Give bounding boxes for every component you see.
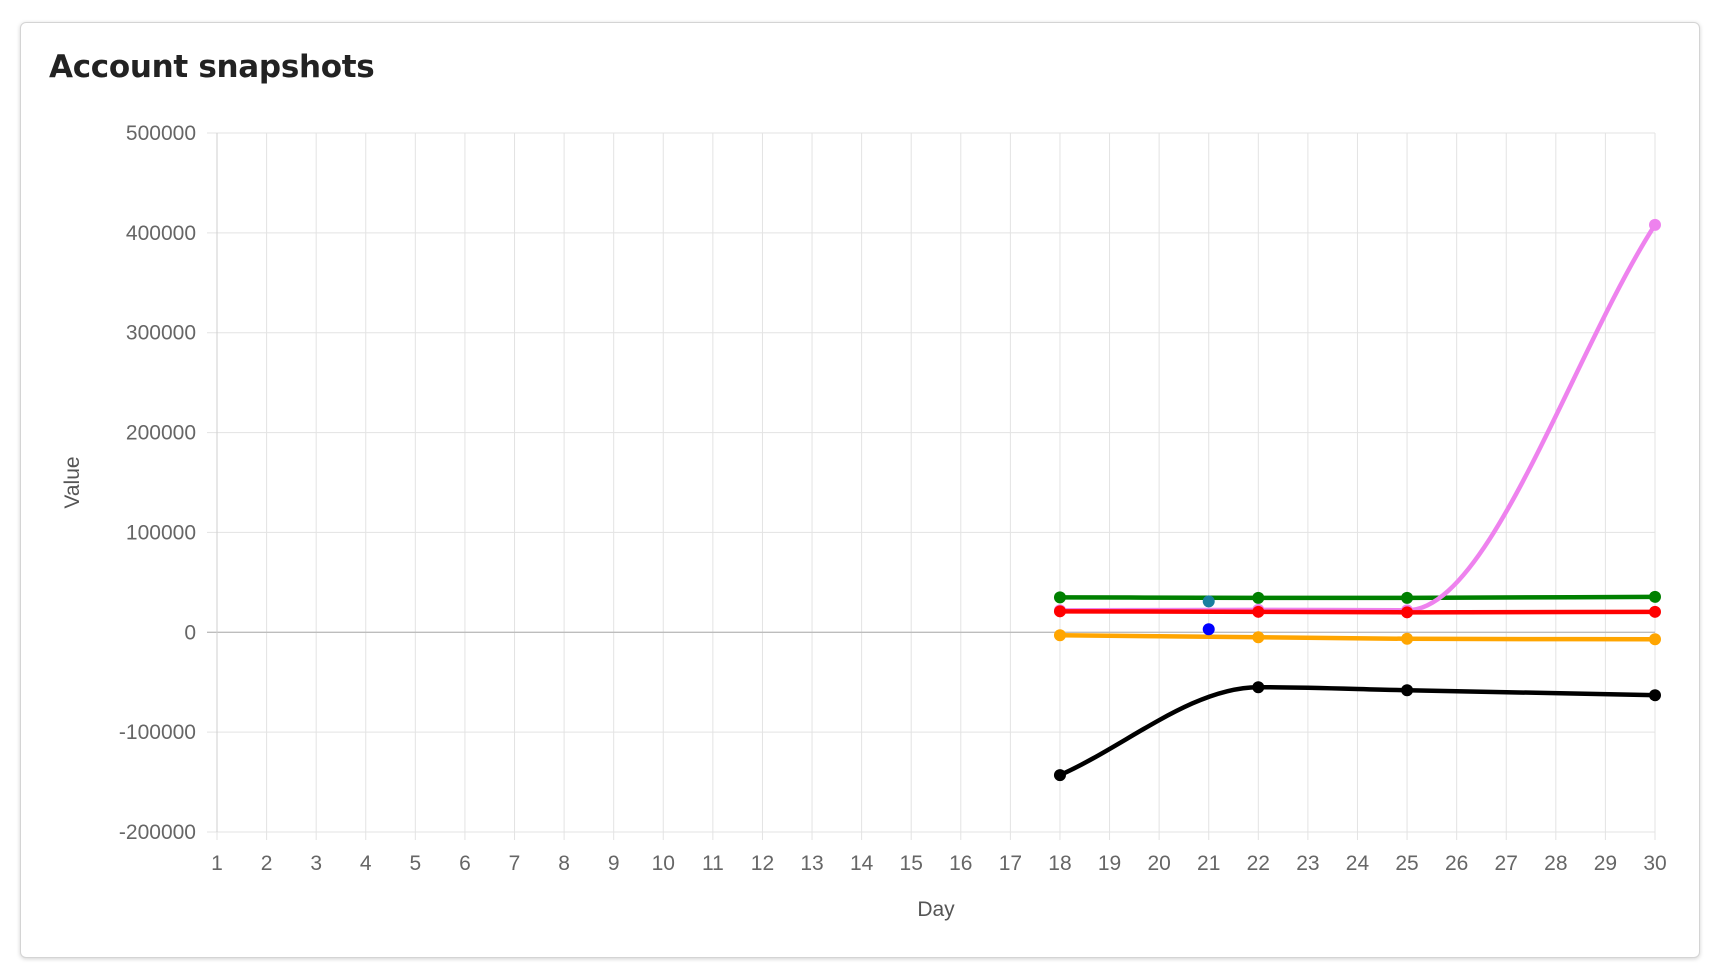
series-line-4 (1057, 684, 1658, 778)
x-tick-label: 26 (1445, 852, 1468, 875)
data-point-6 (1202, 623, 1215, 636)
x-tick-label: 3 (310, 852, 322, 875)
x-tick-label: 20 (1147, 852, 1170, 875)
x-tick-label: 23 (1296, 852, 1319, 875)
x-tick-label: 7 (509, 852, 521, 875)
x-tick-label: 11 (702, 852, 724, 875)
data-point-0 (1401, 591, 1414, 604)
x-tick-label: 2 (261, 852, 273, 875)
x-tick-label: 16 (949, 852, 972, 875)
x-tick-label: 9 (608, 852, 620, 875)
x-tick-label: 12 (751, 852, 774, 875)
data-point-4 (1252, 681, 1265, 694)
data-point-4 (1649, 689, 1661, 702)
chart-card: Account snapshots (20, 22, 1700, 958)
y-tick-label: 500000 (126, 122, 196, 145)
x-tick-label: 18 (1048, 852, 1071, 875)
y-tick-label: 100000 (126, 521, 196, 544)
x-tick-label: 19 (1098, 852, 1121, 875)
x-tick-label: 13 (800, 852, 823, 875)
data-point-3 (1053, 629, 1066, 642)
data-point-0 (1053, 591, 1066, 604)
x-tick-label: 30 (1643, 852, 1666, 875)
x-tick-label: 21 (1197, 852, 1220, 875)
x-tick-label: 8 (558, 852, 570, 875)
x-axis-title: Day (917, 898, 955, 921)
data-point-4 (1053, 769, 1066, 782)
y-tick-label: -200000 (119, 821, 196, 844)
x-tick-label: 10 (652, 852, 675, 875)
data-point-2 (1401, 606, 1414, 619)
data-point-0 (1252, 591, 1265, 604)
y-tick-label: -100000 (119, 721, 196, 744)
y-axis-title: Value (61, 456, 84, 508)
x-tick-label: 14 (850, 852, 874, 875)
data-point-0 (1649, 590, 1661, 603)
data-point-3 (1401, 632, 1414, 645)
x-tick-label: 15 (900, 852, 923, 875)
x-tick-label: 27 (1495, 852, 1518, 875)
x-tick-label: 22 (1247, 852, 1270, 875)
y-tick-label: 0 (184, 621, 196, 644)
data-point-4 (1401, 684, 1414, 697)
data-point-5 (1202, 595, 1215, 608)
data-point-2 (1053, 605, 1066, 618)
x-tick-label: 1 (211, 852, 223, 875)
x-tick-label: 24 (1346, 852, 1370, 875)
y-tick-label: 400000 (126, 222, 196, 245)
data-point-1 (1649, 218, 1661, 231)
x-tick-label: 25 (1395, 852, 1418, 875)
data-point-3 (1649, 633, 1661, 646)
data-point-3 (1252, 631, 1265, 644)
card-title: Account snapshots (49, 49, 375, 85)
series-line-0 (1057, 594, 1658, 601)
x-tick-label: 6 (459, 852, 471, 875)
y-tick-label: 300000 (126, 322, 196, 345)
series-line-3 (1057, 633, 1658, 642)
x-tick-label: 4 (360, 852, 372, 875)
y-tick-label: 200000 (126, 422, 196, 445)
series-line-2 (1057, 609, 1658, 615)
x-tick-label: 5 (410, 852, 422, 875)
data-point-2 (1649, 605, 1661, 618)
x-tick-label: 17 (999, 852, 1022, 875)
x-tick-label: 28 (1544, 852, 1567, 875)
data-point-2 (1252, 605, 1265, 618)
x-tick-label: 29 (1594, 852, 1617, 875)
